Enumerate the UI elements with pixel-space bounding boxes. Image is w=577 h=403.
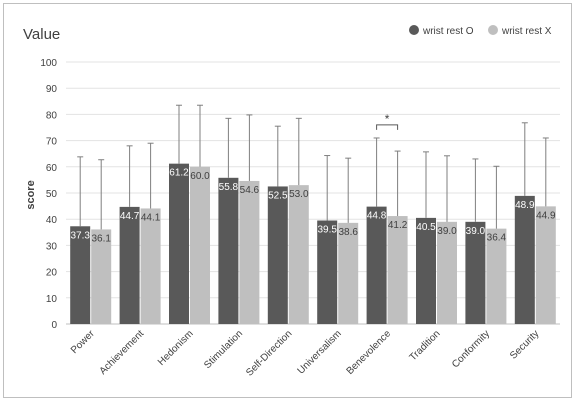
bar-wrist-rest-o bbox=[514, 195, 535, 324]
legend: wrist rest O wrist rest X bbox=[409, 25, 552, 37]
value-label: 44.1 bbox=[141, 212, 161, 223]
value-label: 36.4 bbox=[487, 233, 507, 244]
value-label: 55.8 bbox=[219, 182, 239, 193]
error-bars bbox=[77, 104, 549, 230]
bar-wrist-rest-x bbox=[288, 185, 309, 324]
significance-marker: * bbox=[385, 112, 390, 126]
value-label: 39.0 bbox=[466, 226, 486, 237]
value-label: 39.0 bbox=[437, 226, 457, 237]
y-tick-label: 100 bbox=[40, 58, 57, 69]
value-label: 54.6 bbox=[240, 185, 260, 196]
value-label: 41.2 bbox=[388, 220, 408, 231]
y-axis-ticks: 0 10 20 30 40 50 60 70 80 90 100 bbox=[40, 58, 57, 331]
gridlines bbox=[66, 61, 560, 325]
bar-wrist-rest-o bbox=[416, 217, 436, 324]
x-tick-label: Conformity bbox=[450, 328, 492, 370]
value-label: 53.0 bbox=[289, 189, 309, 200]
y-tick-label: 50 bbox=[46, 189, 58, 200]
significance-bracket bbox=[376, 124, 399, 130]
bar-wrist-rest-o bbox=[465, 221, 486, 324]
y-tick-label: 10 bbox=[46, 294, 58, 305]
bar-wrist-rest-x bbox=[190, 166, 210, 324]
legend-marker bbox=[409, 25, 419, 35]
y-tick-label: 90 bbox=[46, 84, 58, 95]
x-tick-label: Security bbox=[508, 328, 541, 361]
y-tick-label: 40 bbox=[46, 215, 58, 226]
bar-wrist-rest-o bbox=[317, 220, 338, 324]
value-labels: 37.3 36.1 44.7 44.1 61.2 60.0 55.8 54.6 52.5 53.0… bbox=[70, 168, 556, 245]
y-tick-label: 0 bbox=[51, 320, 57, 331]
x-tick-label: Tradition bbox=[408, 328, 443, 363]
y-axis-label: score bbox=[25, 180, 37, 209]
value-label: 38.6 bbox=[338, 227, 358, 238]
value-label: 39.5 bbox=[317, 225, 337, 236]
bar-wrist-rest-x bbox=[338, 222, 359, 324]
bar-wrist-rest-o bbox=[218, 177, 239, 324]
x-tick-label: Power bbox=[69, 328, 97, 356]
bar-wrist-rest-x bbox=[140, 208, 161, 324]
value-label: 44.9 bbox=[536, 210, 556, 221]
x-tick-label: Self-Direction bbox=[244, 328, 294, 378]
legend-label: wrist rest X bbox=[501, 26, 552, 37]
x-tick-label: Benevolence bbox=[345, 328, 394, 377]
bar-wrist-rest-o bbox=[70, 226, 91, 324]
bars bbox=[70, 163, 556, 324]
bar-wrist-rest-x bbox=[239, 180, 260, 324]
bar-wrist-rest-x bbox=[387, 216, 408, 324]
bar-wrist-rest-x bbox=[535, 206, 556, 324]
x-tick-label: Hedonism bbox=[156, 328, 196, 368]
value-label: 48.9 bbox=[515, 200, 535, 211]
legend-label: wrist rest O bbox=[422, 26, 474, 37]
bar-wrist-rest-o bbox=[366, 206, 387, 324]
x-tick-label: Achievement bbox=[98, 328, 147, 377]
value-label: 44.8 bbox=[367, 211, 387, 222]
chart-title: Value bbox=[23, 26, 60, 43]
x-tick-label: Stimulation bbox=[202, 328, 245, 371]
bar-wrist-rest-x bbox=[91, 229, 112, 324]
bar-wrist-rest-o bbox=[119, 206, 140, 324]
bar-wrist-rest-o bbox=[169, 163, 189, 324]
y-tick-label: 80 bbox=[46, 110, 58, 121]
value-label: 60.0 bbox=[190, 171, 210, 182]
bar-wrist-rest-x bbox=[437, 221, 457, 324]
value-label: 37.3 bbox=[70, 230, 90, 241]
y-tick-label: 30 bbox=[46, 241, 58, 252]
y-tick-label: 20 bbox=[46, 268, 58, 279]
value-label: 44.7 bbox=[120, 211, 140, 222]
legend-marker bbox=[488, 25, 498, 35]
bar-wrist-rest-x bbox=[486, 228, 507, 324]
annotations: * bbox=[376, 112, 399, 130]
x-axis-ticks: Power Achievement Hedonism Stimulation Self-… bbox=[69, 328, 541, 379]
bar-wrist-rest-o bbox=[267, 186, 288, 324]
y-tick-label: 70 bbox=[46, 137, 58, 148]
value-label: 52.5 bbox=[268, 190, 288, 201]
value-label: 36.1 bbox=[91, 233, 111, 244]
value-label: 61.2 bbox=[169, 168, 189, 179]
value-label: 40.5 bbox=[416, 222, 436, 233]
x-tick-label: Universalism bbox=[296, 328, 344, 376]
y-tick-label: 60 bbox=[46, 163, 58, 174]
